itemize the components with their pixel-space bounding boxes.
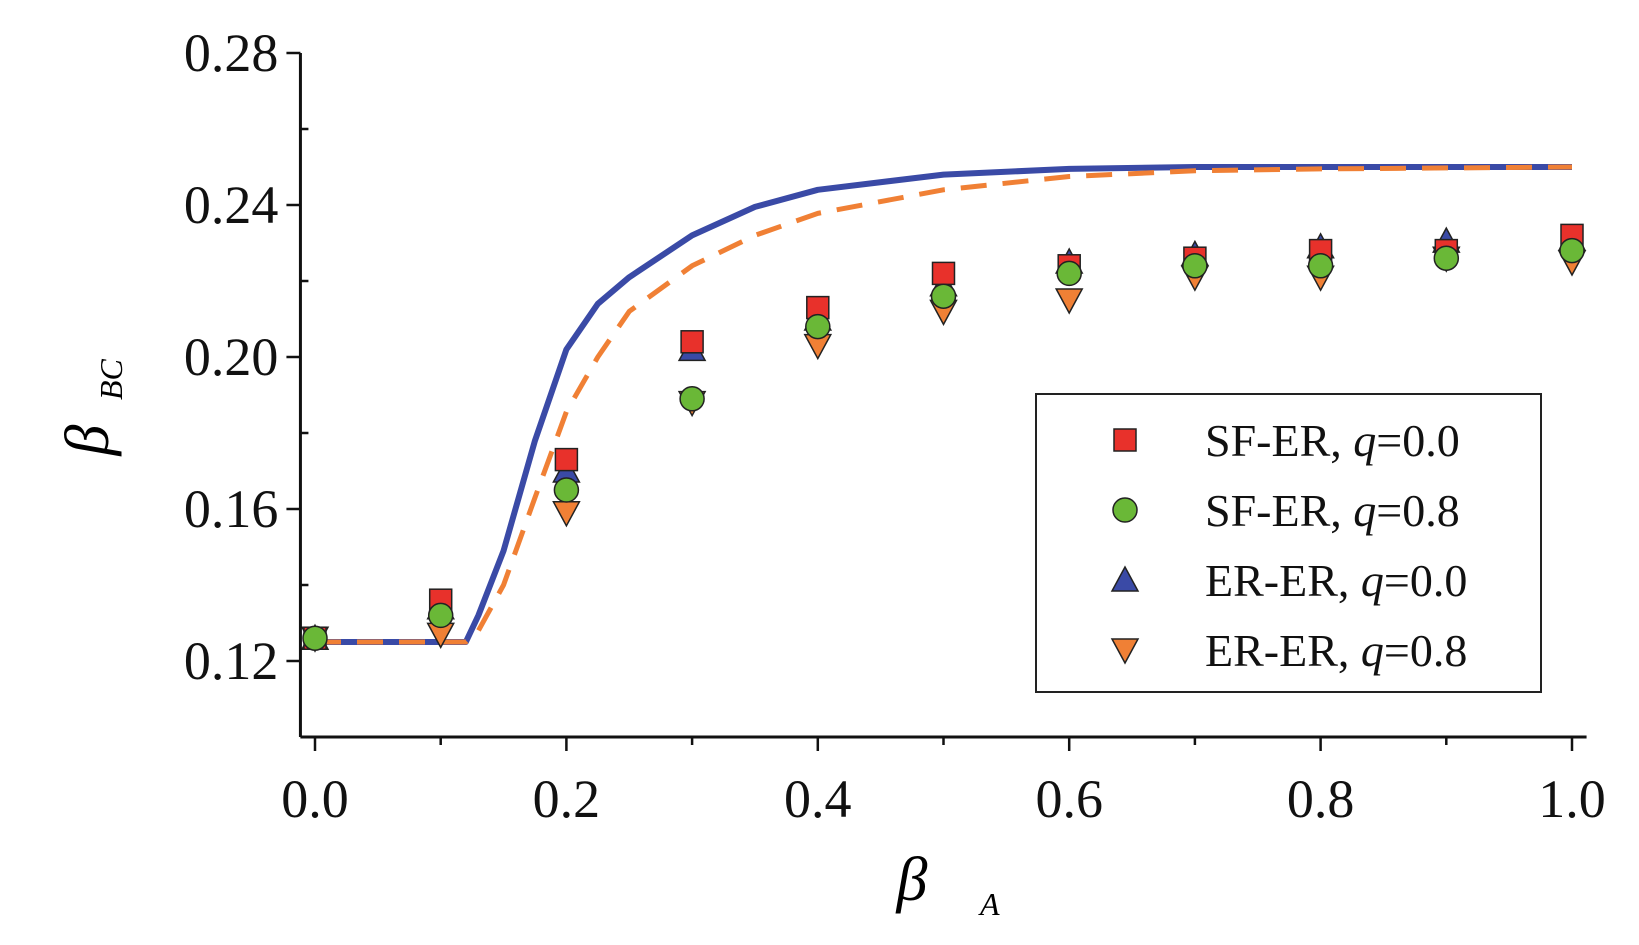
y-tick-label: 0.20 bbox=[184, 327, 279, 387]
legend-marker-triangle-up bbox=[1110, 565, 1140, 592]
x-tick-label: 1.0 bbox=[1538, 769, 1606, 829]
data-point-circle bbox=[1182, 253, 1208, 279]
y-axis-label: β BC bbox=[54, 358, 129, 456]
axes: 0.12 0.16 0.20 0.24 0.28 0.0 0.2 0.4 0.6 0.8 1.0 bbox=[184, 23, 1606, 829]
legend-marker-square bbox=[1113, 428, 1137, 452]
theory-dashed-line bbox=[315, 164, 1573, 645]
legend-label: ER-ER, q=0.8 bbox=[1205, 625, 1467, 676]
data-point-triangle-down bbox=[1054, 288, 1084, 315]
data-point-circle bbox=[302, 625, 328, 651]
data-point-circle bbox=[679, 386, 705, 412]
data-point-circle bbox=[805, 313, 831, 340]
y-tick-label: 0.24 bbox=[184, 175, 279, 235]
data-point-circle bbox=[1056, 260, 1082, 287]
legend-marker-circle bbox=[1112, 497, 1138, 523]
x-tick-label: 0.6 bbox=[1035, 769, 1103, 829]
data-point-circle bbox=[1307, 253, 1334, 279]
legend-label-q: q bbox=[1361, 625, 1384, 676]
data-point-circle bbox=[1559, 237, 1585, 264]
data-point-circle bbox=[427, 602, 454, 629]
legend-label-value: =0.0 bbox=[1376, 415, 1459, 466]
data-point-circle bbox=[1433, 245, 1460, 271]
data-point-triangle-down bbox=[552, 501, 581, 528]
legend-label-value: =0.8 bbox=[1376, 485, 1459, 536]
legend-marker-triangle-down bbox=[1110, 638, 1140, 665]
x-tick-label: 0.0 bbox=[281, 769, 349, 829]
y-axis-label-symbol: β bbox=[54, 424, 122, 456]
x-tick-label: 0.4 bbox=[784, 769, 852, 829]
legend: SF-ER, q=0.0SF-ER, q=0.8ER-ER, q=0.0ER-E… bbox=[1035, 393, 1542, 693]
legend-label-q: q bbox=[1353, 485, 1376, 536]
legend-label-value: =0.8 bbox=[1384, 625, 1467, 676]
theory-solid-line bbox=[315, 164, 1572, 645]
data-point-circle bbox=[930, 283, 957, 309]
legend-label-network: ER-ER, bbox=[1205, 555, 1361, 606]
legend-label-value: =0.0 bbox=[1384, 555, 1467, 606]
y-tick-label: 0.28 bbox=[184, 23, 279, 83]
x-tick-label: 0.8 bbox=[1287, 769, 1355, 829]
legend-label-network: SF-ER, bbox=[1205, 415, 1353, 466]
x-tick-label: 0.2 bbox=[533, 769, 601, 829]
legend-label: SF-ER, q=0.0 bbox=[1205, 415, 1460, 466]
legend-label-network: SF-ER, bbox=[1205, 485, 1353, 536]
legend-label: SF-ER, q=0.8 bbox=[1205, 485, 1460, 536]
x-axis-label: β A bbox=[896, 846, 1000, 922]
legend-label-network: ER-ER, bbox=[1205, 625, 1361, 676]
data-point-square bbox=[931, 261, 956, 286]
theory-lines bbox=[315, 164, 1573, 645]
data-point-circle bbox=[553, 477, 580, 503]
y-axis-label-subscript: BC bbox=[93, 358, 129, 400]
legend-label: ER-ER, q=0.0 bbox=[1205, 555, 1467, 606]
legend-label-q: q bbox=[1353, 415, 1376, 466]
x-axis-label-subscript: A bbox=[978, 886, 1000, 922]
x-axis-label-symbol: β bbox=[896, 846, 928, 914]
y-tick-label: 0.12 bbox=[184, 631, 279, 691]
data-point-square bbox=[554, 447, 579, 472]
data-points bbox=[300, 223, 1587, 653]
y-tick-label: 0.16 bbox=[184, 479, 279, 539]
legend-label-q: q bbox=[1361, 555, 1384, 606]
data-point-square bbox=[680, 330, 704, 354]
